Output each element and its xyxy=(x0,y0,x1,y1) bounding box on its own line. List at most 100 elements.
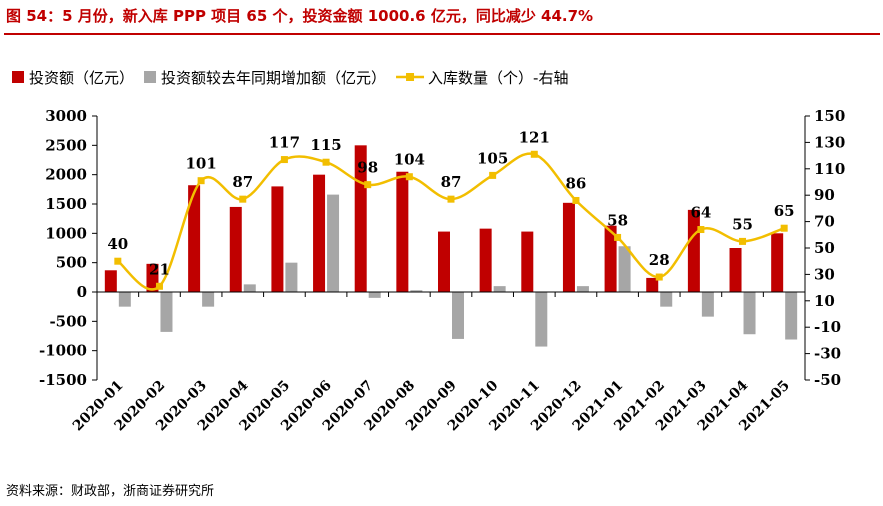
left-tick-label: -1000 xyxy=(39,342,87,360)
data-label-2020-12: 86 xyxy=(566,174,587,192)
line-point-2020-11 xyxy=(530,150,538,158)
combo-chart: 投资额（亿元） 投资额较去年同期增加额（亿元） 入库数量（个）-右轴 3000 250… xyxy=(12,69,845,434)
bar-investment-2021-02 xyxy=(646,277,659,292)
right-tick-label: 90 xyxy=(814,186,835,204)
title-divider xyxy=(4,33,880,35)
data-label-2020-11: 121 xyxy=(519,128,550,146)
data-label-layer: 40 21 101 87 117 115 98 104 87 105 121 86 58 28 64 55 65 xyxy=(107,128,794,278)
line-layer xyxy=(114,150,788,291)
bar-investment-2021-03 xyxy=(687,209,700,292)
data-label-2020-10: 105 xyxy=(477,149,508,167)
bar-investment-2020-05 xyxy=(271,186,284,292)
data-label-2020-07: 98 xyxy=(357,159,378,177)
line-point-2020-04 xyxy=(239,195,247,203)
bar-yoy-2020-12 xyxy=(576,286,589,292)
right-tick-label: 130 xyxy=(814,133,845,151)
data-label-2020-01: 40 xyxy=(107,235,128,253)
line-point-2020-09 xyxy=(447,195,455,203)
data-label-2021-01: 58 xyxy=(607,211,628,229)
bar-investment-2021-04 xyxy=(729,248,742,292)
left-tick-label: -1500 xyxy=(39,371,87,389)
left-tick-label: 2500 xyxy=(45,136,87,154)
line-point-2020-07 xyxy=(364,181,372,189)
left-tick-label: -500 xyxy=(49,312,87,330)
line-point-2020-06 xyxy=(322,158,330,166)
line-point-2021-01 xyxy=(614,233,622,241)
legend-label-yoy: 投资额较去年同期增加额（亿元） xyxy=(161,69,386,87)
data-label-2020-03: 101 xyxy=(185,155,216,173)
bar-yoy-2020-02 xyxy=(160,292,173,332)
bar-investment-2020-03 xyxy=(188,185,201,292)
legend-swatch-investment xyxy=(12,71,24,83)
line-point-2020-03 xyxy=(197,177,205,185)
bar-yoy-2020-03 xyxy=(202,292,215,307)
bar-yoy-2021-04 xyxy=(743,292,756,335)
line-point-2021-02 xyxy=(655,273,663,281)
bar-investment-2020-06 xyxy=(313,174,326,292)
bar-layer xyxy=(104,145,798,347)
line-point-2020-01 xyxy=(114,257,122,265)
data-label-2021-02: 28 xyxy=(649,251,670,269)
right-tick-label: 110 xyxy=(814,160,845,178)
bar-yoy-2020-08 xyxy=(410,290,423,292)
data-label-2020-02: 21 xyxy=(149,260,170,278)
right-tick-label: 150 xyxy=(814,107,845,125)
line-point-2020-10 xyxy=(489,171,497,179)
data-label-2020-09: 87 xyxy=(441,173,462,191)
bar-yoy-2020-10 xyxy=(493,286,506,292)
bar-yoy-2020-07 xyxy=(368,292,381,298)
left-tick-label: 1000 xyxy=(45,224,87,242)
right-tick-label: -10 xyxy=(814,318,841,336)
bar-investment-2020-08 xyxy=(396,171,409,292)
line-point-2021-03 xyxy=(697,226,705,234)
bar-investment-2020-12 xyxy=(562,202,575,292)
left-tick-label: 2000 xyxy=(45,166,87,184)
data-label-2020-05: 117 xyxy=(269,134,300,152)
right-tick-label: -50 xyxy=(814,371,841,389)
bar-yoy-2020-11 xyxy=(535,292,548,347)
data-label-2020-04: 87 xyxy=(232,173,253,191)
bar-yoy-2020-05 xyxy=(285,262,298,292)
bar-investment-2020-09 xyxy=(438,231,450,292)
line-point-2020-12 xyxy=(572,196,580,204)
legend-label-count: 入库数量（个）-右轴 xyxy=(428,69,568,87)
bar-investment-2020-01 xyxy=(104,270,117,292)
right-tick-label: 30 xyxy=(814,265,835,283)
data-label-2021-04: 55 xyxy=(732,215,753,233)
bar-investment-2021-05 xyxy=(771,233,784,292)
legend-label-investment: 投资额（亿元） xyxy=(29,69,134,87)
source-note: 资料来源：财政部，浙商证券研究所 xyxy=(6,484,215,499)
bar-yoy-2020-04 xyxy=(243,284,256,292)
bar-investment-2020-11 xyxy=(521,231,534,292)
data-label-2021-03: 64 xyxy=(690,204,711,222)
bar-yoy-2020-01 xyxy=(118,292,131,307)
bar-investment-2020-10 xyxy=(479,228,492,292)
bar-yoy-2021-05 xyxy=(785,292,798,340)
data-label-2020-08: 104 xyxy=(394,151,425,169)
left-tick-label: 500 xyxy=(56,254,87,272)
bar-yoy-2021-03 xyxy=(701,292,714,317)
chart-legend: 投资额（亿元） 投资额较去年同期增加额（亿元） 入库数量（个）-右轴 xyxy=(12,69,568,87)
bar-yoy-2020-09 xyxy=(452,292,464,339)
chart-title: 图 54：5 月份，新入库 PPP 项目 65 个，投资金额 1000.6 亿元… xyxy=(6,7,594,25)
legend-marker-count xyxy=(406,73,415,81)
bar-yoy-2021-02 xyxy=(660,292,673,307)
right-tick-label: 10 xyxy=(814,292,835,310)
line-point-2021-05 xyxy=(780,224,788,232)
left-tick-label: 0 xyxy=(77,283,87,301)
right-tick-label: 50 xyxy=(814,239,835,257)
bar-yoy-2020-06 xyxy=(327,194,340,292)
legend-swatch-yoy xyxy=(144,71,157,83)
line-point-2020-02 xyxy=(155,282,163,290)
left-tick-label: 3000 xyxy=(45,107,87,125)
line-point-2020-08 xyxy=(405,173,413,181)
line-point-2020-05 xyxy=(280,156,288,164)
bar-investment-2021-01 xyxy=(604,225,617,292)
line-point-2021-04 xyxy=(739,237,747,245)
data-label-2021-05: 65 xyxy=(774,202,795,220)
right-tick-label: -30 xyxy=(814,345,841,363)
right-tick-label: 70 xyxy=(814,213,835,231)
data-label-2020-06: 115 xyxy=(310,136,341,154)
bar-yoy-2021-01 xyxy=(618,246,631,292)
bar-investment-2020-04 xyxy=(229,206,242,292)
